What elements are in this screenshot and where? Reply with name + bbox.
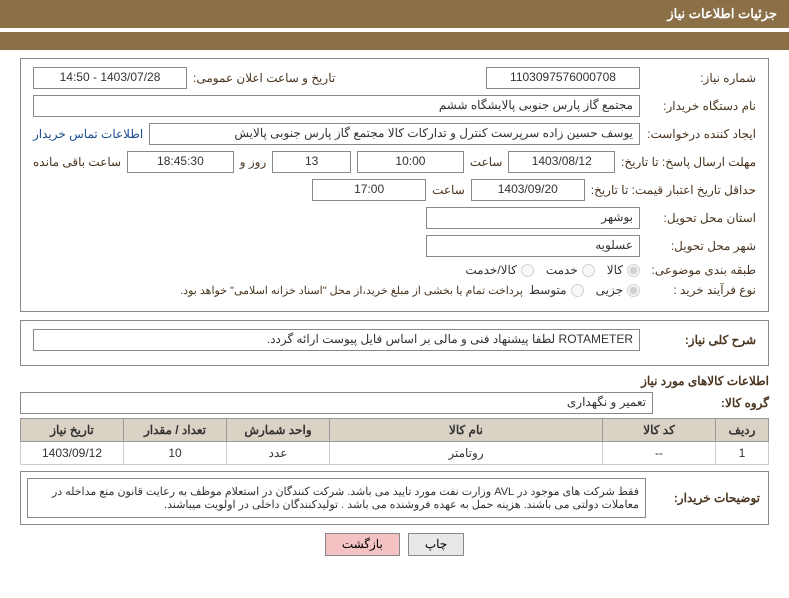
city-value: عسلویه bbox=[426, 235, 640, 257]
remaining-label: ساعت باقی مانده bbox=[33, 155, 121, 169]
days-and-label: روز و bbox=[240, 155, 267, 169]
hours-left-value: 18:45:30 bbox=[127, 151, 234, 173]
goods-table: ردیف کد کالا نام کالا واحد شمارش تعداد /… bbox=[20, 418, 769, 465]
radio-service bbox=[582, 264, 595, 277]
announce-date-label: تاریخ و ساعت اعلان عمومی: bbox=[193, 71, 335, 85]
radio-medium bbox=[571, 284, 584, 297]
th-qty: تعداد / مقدار bbox=[124, 419, 227, 442]
page-header: جزئیات اطلاعات نیاز bbox=[0, 0, 789, 30]
category-label: طبقه بندی موضوعی: bbox=[646, 263, 756, 277]
header-title: جزئیات اطلاعات نیاز bbox=[667, 6, 777, 21]
group-value: تعمیر و نگهداری bbox=[20, 392, 653, 414]
radio-both-label: کالا/خدمت bbox=[465, 263, 516, 277]
cell-name: روتامتر bbox=[330, 442, 603, 465]
request-number-value: 1103097576000708 bbox=[486, 67, 640, 89]
radio-medium-label: متوسط bbox=[529, 283, 567, 297]
cell-num: 1 bbox=[716, 442, 769, 465]
radio-partial-label: جزیی bbox=[596, 283, 623, 297]
province-label: استان محل تحویل: bbox=[646, 211, 756, 225]
radio-goods-label: کالا bbox=[607, 263, 623, 277]
sub-header-bar bbox=[0, 30, 789, 50]
province-value: بوشهر bbox=[426, 207, 640, 229]
radio-goods bbox=[627, 264, 640, 277]
group-label: گروه کالا: bbox=[659, 396, 769, 410]
th-code: کد کالا bbox=[603, 419, 716, 442]
main-content: شماره نیاز: 1103097576000708 تاریخ و ساع… bbox=[20, 58, 769, 312]
cell-code: -- bbox=[603, 442, 716, 465]
desc-value: ROTAMETER لطفا پیشنهاد فنی و مالی بر اسا… bbox=[33, 329, 640, 351]
buyer-desc-label: توضیحات خریدار: bbox=[652, 472, 768, 524]
back-button[interactable]: بازگشت bbox=[325, 533, 400, 556]
announce-date-value: 1403/07/28 - 14:50 bbox=[33, 67, 187, 89]
buyer-org-label: نام دستگاه خریدار: bbox=[646, 99, 756, 113]
process-radio-group: جزیی متوسط bbox=[529, 283, 640, 297]
th-name: نام کالا bbox=[330, 419, 603, 442]
radio-partial bbox=[627, 284, 640, 297]
cell-qty: 10 bbox=[124, 442, 227, 465]
cell-date: 1403/09/12 bbox=[21, 442, 124, 465]
validity-time-value: 17:00 bbox=[312, 179, 426, 201]
payment-note: پرداخت تمام یا بخشی از مبلغ خرید،از محل … bbox=[180, 284, 523, 297]
deadline-time-value: 10:00 bbox=[357, 151, 464, 173]
creator-label: ایجاد کننده درخواست: bbox=[646, 127, 756, 141]
validity-date-value: 1403/09/20 bbox=[471, 179, 585, 201]
city-label: شهر محل تحویل: bbox=[646, 239, 756, 253]
th-row: ردیف bbox=[716, 419, 769, 442]
print-button[interactable]: چاپ bbox=[408, 533, 464, 556]
buyer-desc-box: توضیحات خریدار: فقط شرکت های موجود در AV… bbox=[20, 471, 769, 525]
desc-section: شرح کلی نیاز: ROTAMETER لطفا پیشنهاد فنی… bbox=[20, 320, 769, 366]
deadline-date-value: 1403/08/12 bbox=[508, 151, 615, 173]
table-row: 1 -- روتامتر عدد 10 1403/09/12 bbox=[21, 442, 769, 465]
th-date: تاریخ نیاز bbox=[21, 419, 124, 442]
th-unit: واحد شمارش bbox=[227, 419, 330, 442]
deadline-label: مهلت ارسال پاسخ: تا تاریخ: bbox=[621, 155, 756, 169]
buyer-contact-link[interactable]: اطلاعات تماس خریدار bbox=[33, 127, 143, 141]
radio-both bbox=[521, 264, 534, 277]
time-label-2: ساعت bbox=[432, 183, 465, 197]
radio-service-label: خدمت bbox=[546, 263, 578, 277]
days-left-value: 13 bbox=[272, 151, 351, 173]
time-label-1: ساعت bbox=[470, 155, 503, 169]
buyer-org-value: مجتمع گاز پارس جنوبی پالایشگاه ششم bbox=[33, 95, 640, 117]
desc-label: شرح کلی نیاز: bbox=[646, 333, 756, 347]
goods-info-title: اطلاعات کالاهای مورد نیاز bbox=[20, 374, 769, 388]
validity-label: حداقل تاریخ اعتبار قیمت: تا تاریخ: bbox=[591, 183, 756, 197]
button-row: چاپ بازگشت bbox=[0, 533, 789, 556]
buyer-desc-content: فقط شرکت های موجود در AVL وزارت نفت مورد… bbox=[27, 478, 646, 518]
creator-value: یوسف حسین زاده سرپرست کنترل و تدارکات کا… bbox=[149, 123, 640, 145]
process-label: نوع فرآیند خرید : bbox=[646, 283, 756, 297]
cell-unit: عدد bbox=[227, 442, 330, 465]
request-number-label: شماره نیاز: bbox=[646, 71, 756, 85]
category-radio-group: کالا خدمت کالا/خدمت bbox=[465, 263, 640, 277]
